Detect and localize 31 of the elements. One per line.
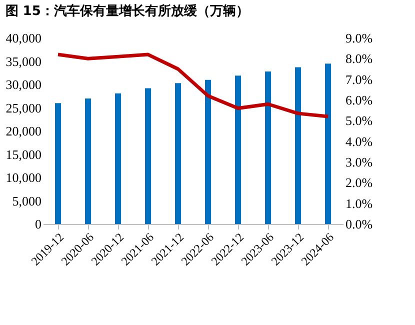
bar: [175, 83, 181, 224]
line-series: [56, 52, 330, 118]
bar: [85, 98, 91, 224]
y2-tick-label: 3.0%: [346, 154, 373, 170]
y2-tick-label: 4.0%: [346, 134, 373, 149]
chart-title: 图 15：汽车保有量增长有所放缓（万辆）: [5, 3, 249, 19]
y-tick-label: 5,000: [12, 193, 42, 208]
y-tick-label: 40,000: [6, 30, 42, 46]
bar: [265, 71, 271, 224]
y-tick-label: 15,000: [6, 146, 42, 162]
y-tick-label: 35,000: [6, 54, 42, 69]
bar: [145, 88, 151, 224]
bar: [325, 64, 331, 224]
y-tick-label: 0: [35, 216, 42, 232]
y2-tick-label: 9.0%: [346, 30, 373, 46]
y2-tick-label: 6.0%: [346, 92, 373, 108]
bar: [295, 67, 301, 224]
y2-tick-label: 5.0%: [346, 113, 373, 128]
bar: [205, 80, 211, 224]
y-tick-label: 25,000: [6, 100, 42, 116]
y2-tick-label: 7.0%: [346, 72, 373, 87]
y2-tick-label: 8.0%: [346, 51, 373, 66]
bar: [115, 93, 121, 224]
y-tick-label: 30,000: [6, 77, 42, 92]
y2-tick-label: 1.0%: [346, 196, 373, 211]
y-tick-label: 20,000: [6, 124, 42, 138]
y2-tick-label: 0.0%: [346, 216, 373, 232]
bar: [235, 76, 241, 224]
y2-tick-label: 2.0%: [346, 175, 373, 190]
bar: [55, 103, 61, 224]
y-tick-label: 10,000: [6, 170, 42, 185]
